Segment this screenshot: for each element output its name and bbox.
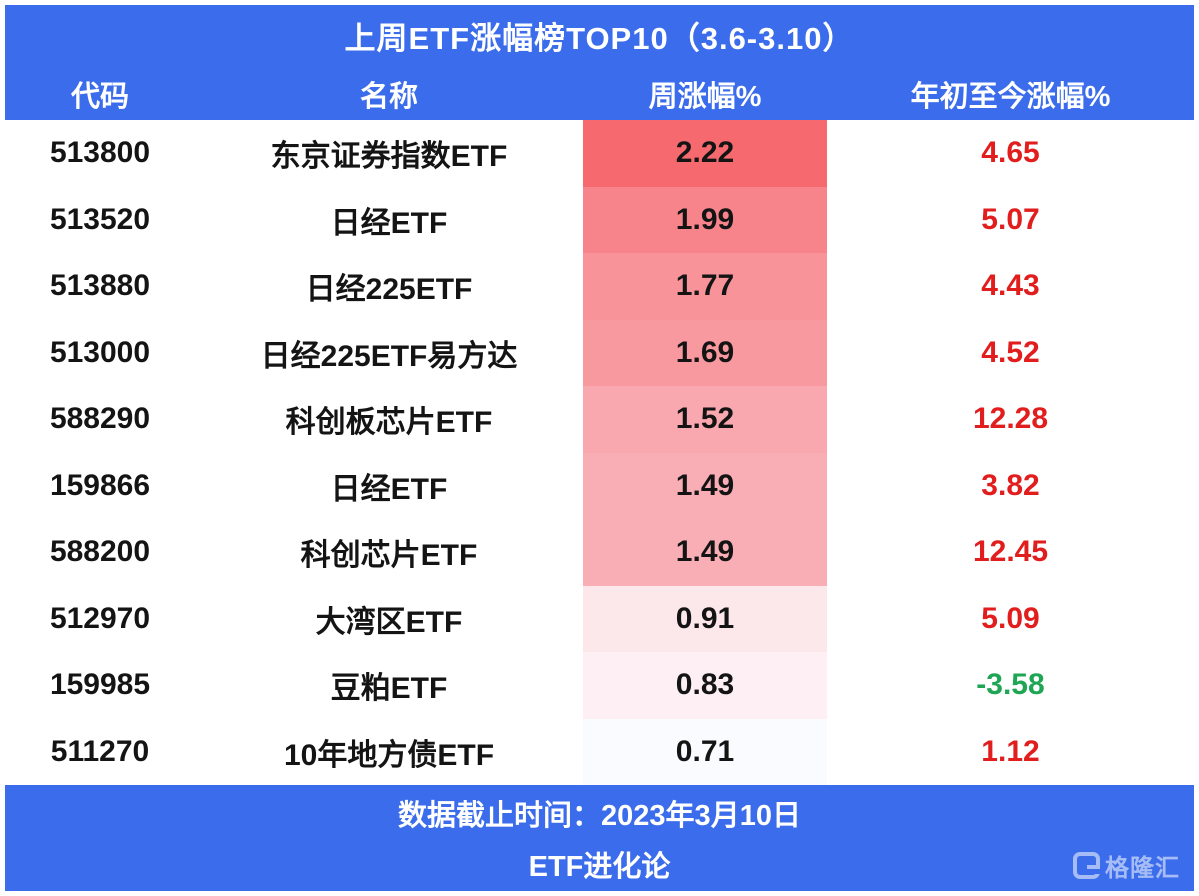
column-header-weekly-change: 周涨幅% (648, 80, 762, 113)
page-title: 上周ETF涨幅榜TOP10（3.6-3.10） (344, 21, 855, 56)
table-row: 588290 科创板芯片ETF 1.52 12.28 (5, 386, 1194, 453)
weekly-change-heat-cell: 0.71 (583, 718, 827, 785)
table-footer: 数据截止时间：2023年3月10日 ETF进化论 格隆汇 (5, 785, 1194, 891)
etf-code: 159866 (49, 468, 151, 502)
etf-code: 513000 (49, 335, 151, 369)
ytd-change-cell: 5.09 (981, 601, 1040, 635)
etf-code: 588200 (49, 535, 151, 569)
etf-name: 10年地方债ETF (283, 738, 495, 772)
table-row: 513520 日经ETF 1.99 5.07 (5, 186, 1194, 253)
etf-name: 日经ETF (330, 206, 448, 240)
etf-code: 588290 (49, 402, 151, 436)
etf-name: 科创芯片ETF (300, 539, 478, 573)
etf-code: 513880 (49, 269, 151, 303)
column-header-row: 代码 名称 周涨幅% 年初至今涨幅% (5, 67, 1194, 120)
ytd-change-cell: -3.58 (976, 668, 1045, 702)
table-row: 511270 10年地方债ETF 0.71 1.12 (5, 718, 1194, 785)
weekly-change-heat-cell: 2.22 (583, 120, 827, 187)
etf-name: 科创板芯片ETF (285, 406, 493, 440)
column-header-name: 名称 (359, 80, 418, 113)
etf-name: 日经ETF (330, 472, 448, 506)
etf-code: 513800 (49, 136, 151, 170)
ytd-change-cell: 12.28 (972, 402, 1049, 436)
column-header-code: 代码 (70, 80, 129, 113)
weekly-change-heat-cell: 1.49 (583, 452, 827, 519)
etf-name: 东京证券指数ETF (270, 140, 508, 174)
ytd-change-cell: 3.82 (981, 468, 1040, 502)
table-row: 513800 东京证券指数ETF 2.22 4.65 (5, 120, 1194, 187)
etf-name: 大湾区ETF (315, 605, 463, 639)
weekly-change-heat-cell: 1.69 (583, 319, 827, 386)
ytd-change-cell: 4.43 (981, 269, 1040, 303)
etf-code: 511270 (50, 734, 150, 768)
data-cutoff-text: 数据截止时间：2023年3月10日 (398, 799, 801, 832)
etf-code: 513520 (49, 202, 151, 236)
etf-code: 159985 (49, 668, 151, 702)
table-row: 159985 豆粕ETF 0.83 -3.58 (5, 652, 1194, 719)
ytd-change-cell: 1.12 (981, 734, 1040, 768)
gelonghui-logo: 格隆汇 (1073, 848, 1180, 883)
table-body: 513800 东京证券指数ETF 2.22 4.65 513520 日经ETF … (5, 120, 1194, 785)
gelonghui-logo-text: 格隆汇 (1105, 855, 1180, 882)
table-row: 588200 科创芯片ETF 1.49 12.45 (5, 519, 1194, 586)
weekly-change-heat-cell: 0.91 (583, 585, 827, 652)
table-row: 513880 日经225ETF 1.77 4.43 (5, 253, 1194, 320)
weekly-change-heat-cell: 0.83 (583, 652, 827, 719)
weekly-change-heat-cell: 1.99 (583, 186, 827, 253)
source-text: ETF进化论 (528, 850, 671, 883)
weekly-change-heat-cell: 1.49 (583, 519, 827, 586)
column-header-ytd-change: 年初至今涨幅% (910, 80, 1111, 113)
weekly-change-heat-cell: 1.52 (583, 386, 827, 453)
table-row: 513000 日经225ETF易方达 1.69 4.52 (5, 319, 1194, 386)
table-header: 上周ETF涨幅榜TOP10（3.6-3.10） 代码 名称 周涨幅% 年初至今涨… (5, 5, 1194, 120)
gelonghui-g-icon (1073, 852, 1100, 879)
table-row: 512970 大湾区ETF 0.91 5.09 (5, 585, 1194, 652)
etf-name: 豆粕ETF (330, 672, 448, 706)
table-row: 159866 日经ETF 1.49 3.82 (5, 452, 1194, 519)
ytd-change-cell: 5.07 (981, 202, 1040, 236)
ytd-change-cell: 4.52 (981, 335, 1040, 369)
etf-code: 512970 (49, 601, 151, 635)
etf-name: 日经225ETF易方达 (260, 339, 518, 373)
ytd-change-cell: 4.65 (981, 136, 1040, 170)
weekly-change-heat-cell: 1.77 (583, 253, 827, 320)
ytd-change-cell: 12.45 (972, 535, 1049, 569)
etf-name: 日经225ETF (305, 273, 473, 307)
